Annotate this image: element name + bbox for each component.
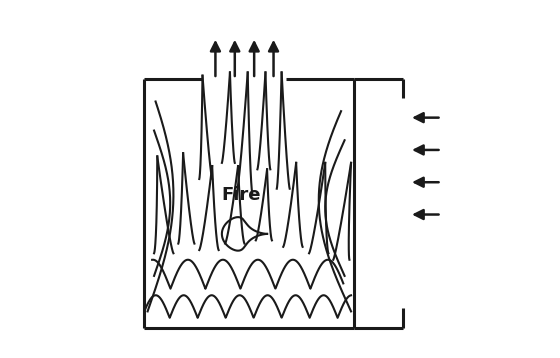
Text: Fire: Fire [222,186,261,204]
